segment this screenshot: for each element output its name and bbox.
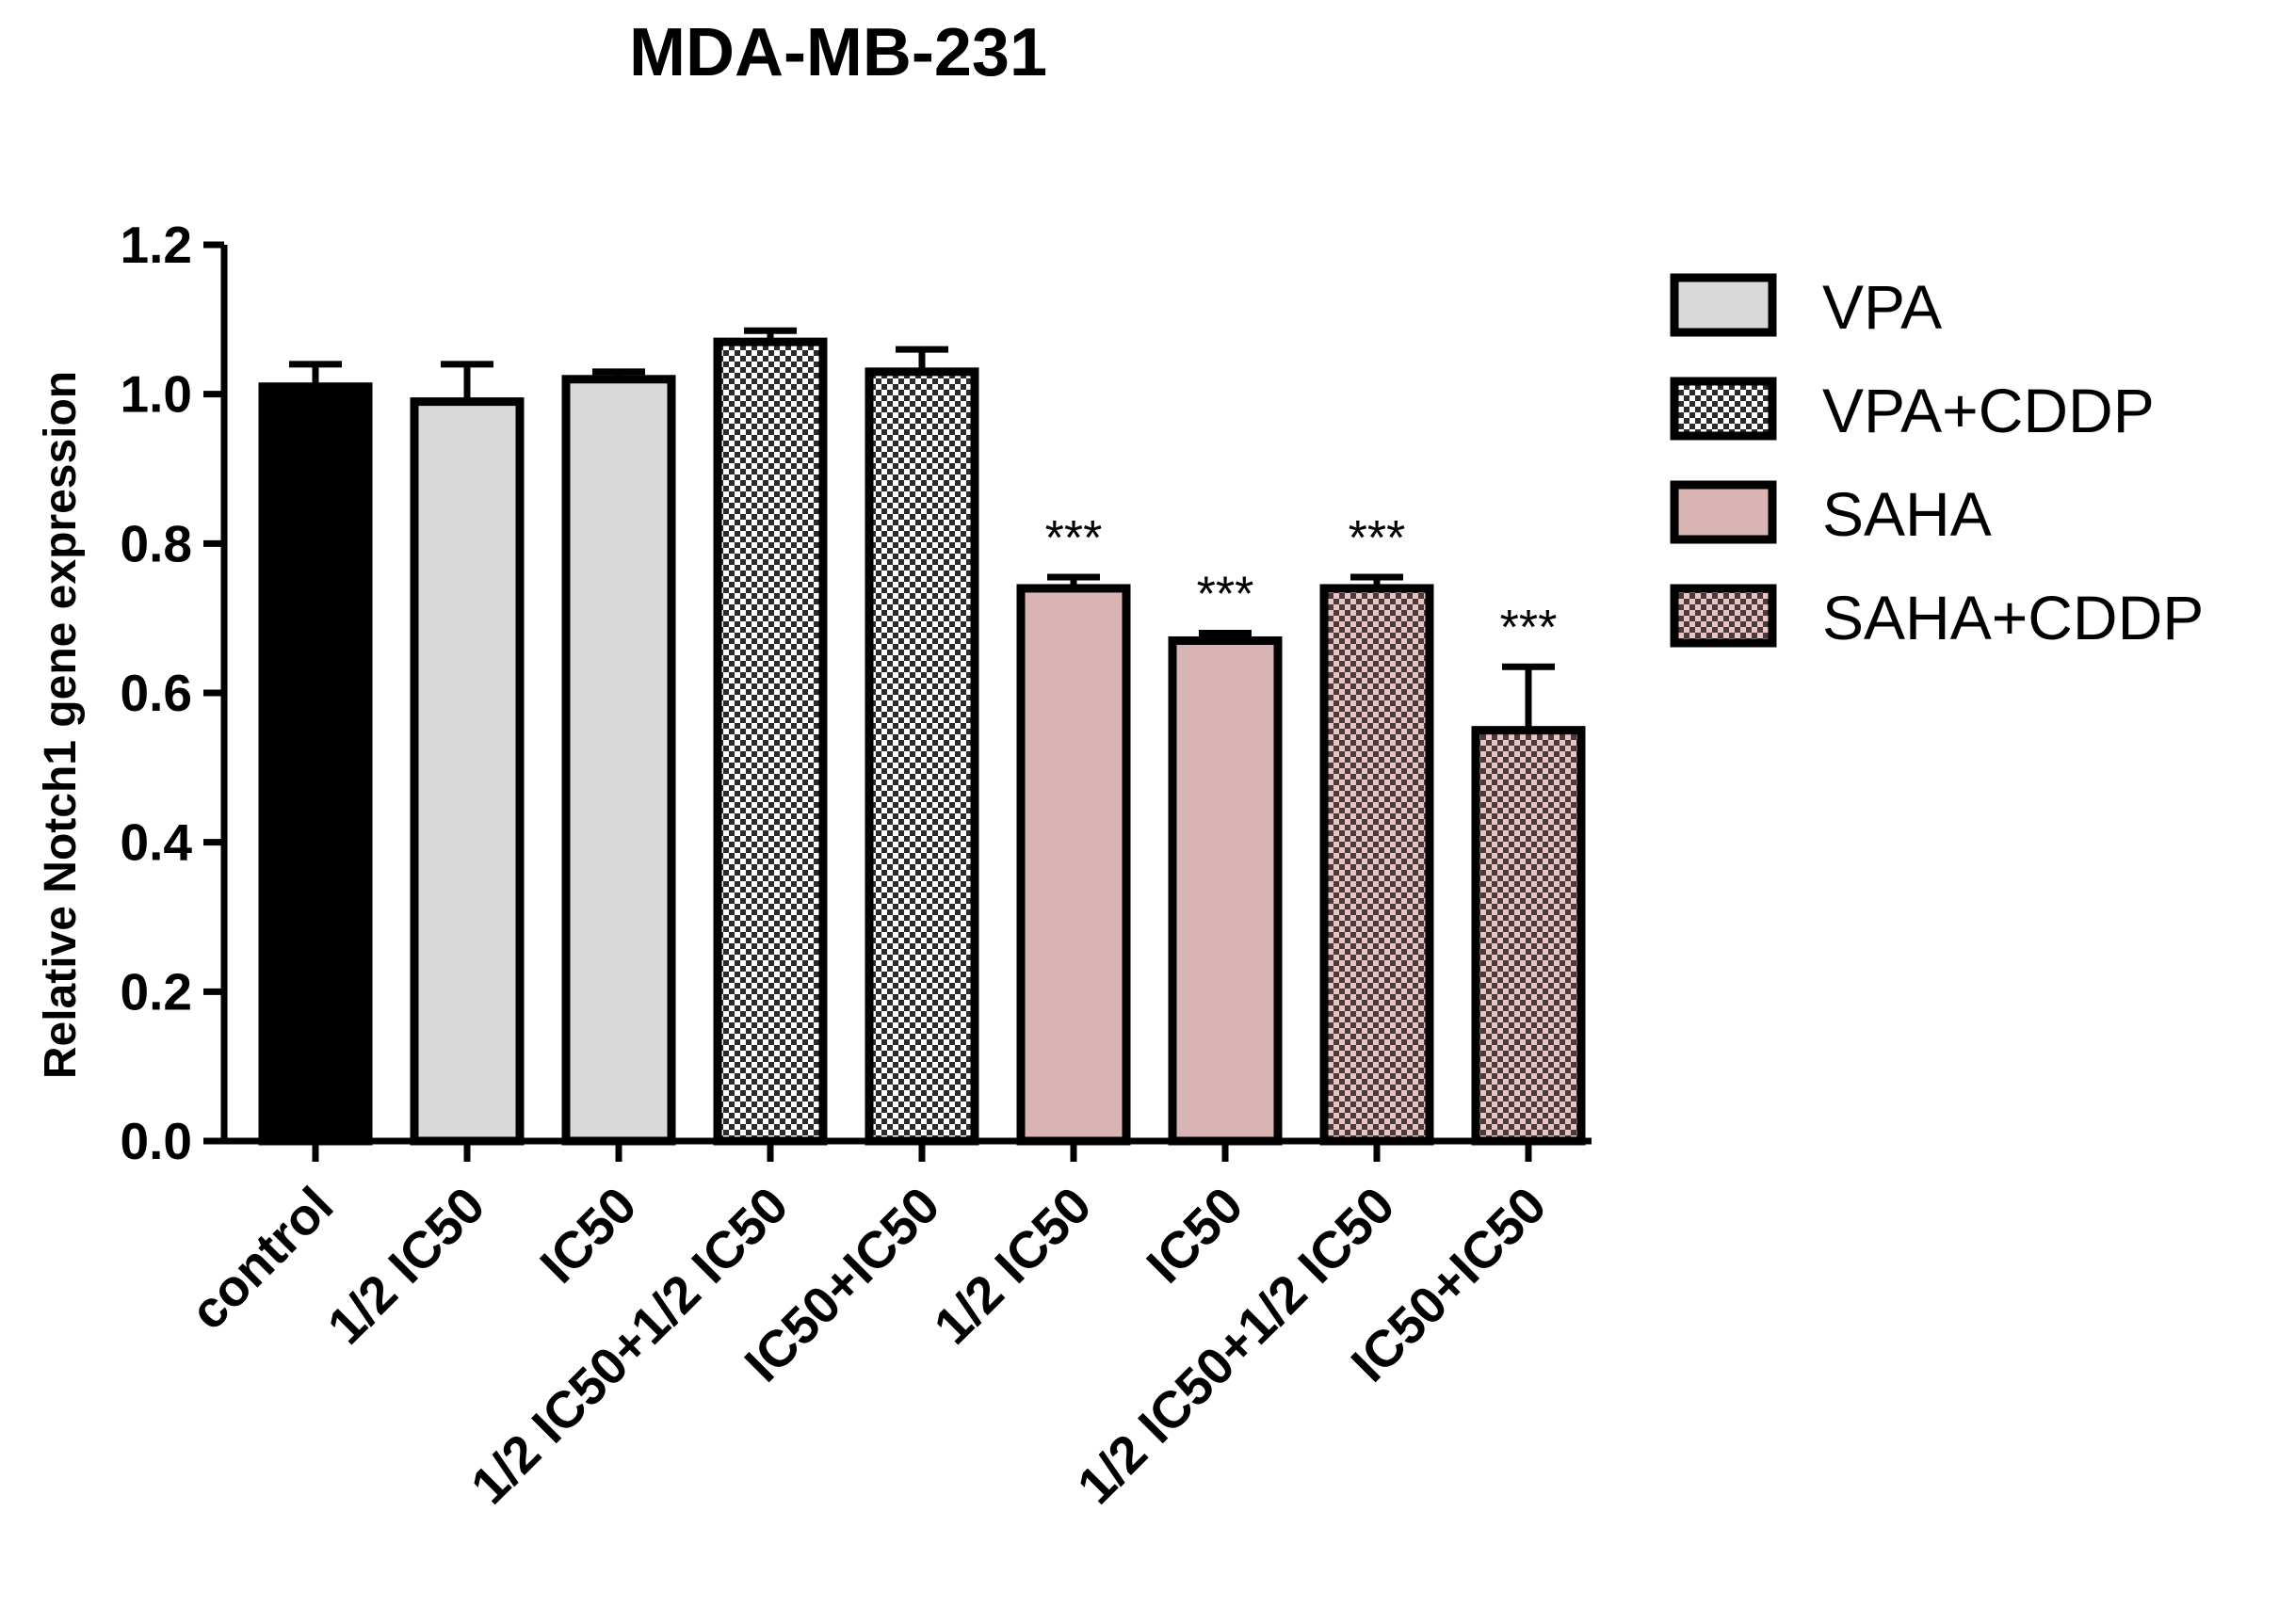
chart-title: MDA-MB-231 xyxy=(629,15,1047,90)
y-axis-label: Relative Notch1 gene expression xyxy=(36,371,86,1079)
y-tick-label: 0.0 xyxy=(121,1112,192,1170)
legend-label: VPA+CDDP xyxy=(1822,376,2155,445)
legend-label: SAHA xyxy=(1822,479,1992,549)
bar xyxy=(561,375,676,1146)
x-tick-label: IC50 xyxy=(528,1176,647,1294)
legend-label: SAHA+CDDP xyxy=(1822,583,2204,652)
bar xyxy=(1471,726,1586,1146)
x-tick-label: 1/2 IC50 xyxy=(923,1176,1103,1356)
y-axis: 0.0 0.2 0.4 0.6 0.8 1.0 1.2 xyxy=(121,216,228,1170)
legend-label: VPA xyxy=(1822,272,1942,342)
legend-swatch xyxy=(1670,480,1777,544)
bars: *** *** *** *** xyxy=(258,327,1586,1146)
bar xyxy=(1319,584,1434,1146)
y-tick-label: 1.0 xyxy=(121,365,192,424)
y-tick-label: 0.6 xyxy=(121,664,192,722)
significance-marker: *** xyxy=(1349,511,1406,566)
bar xyxy=(1168,635,1283,1146)
legend-swatch xyxy=(1670,584,1777,648)
bar xyxy=(410,397,525,1146)
bar xyxy=(1016,584,1131,1146)
significance-marker: *** xyxy=(1197,568,1254,622)
legend-swatch xyxy=(1670,273,1777,337)
legend-swatch xyxy=(1670,377,1777,441)
y-tick-label: 0.8 xyxy=(121,514,192,572)
y-tick-label: 0.2 xyxy=(121,962,192,1021)
y-tick-label: 0.4 xyxy=(121,813,193,872)
legend: VPA VPA+CDDP SAHA SAHA+CDDP xyxy=(1670,272,2204,652)
y-tick-label: 1.2 xyxy=(121,216,192,274)
significance-marker: *** xyxy=(1500,601,1558,655)
significance-marker: *** xyxy=(1045,511,1103,566)
bar xyxy=(258,382,373,1146)
x-tick-label: 1/2 IC50 xyxy=(316,1176,496,1356)
bar xyxy=(865,367,979,1146)
x-tick-label: IC50 xyxy=(1135,1176,1253,1294)
bar xyxy=(713,337,828,1146)
